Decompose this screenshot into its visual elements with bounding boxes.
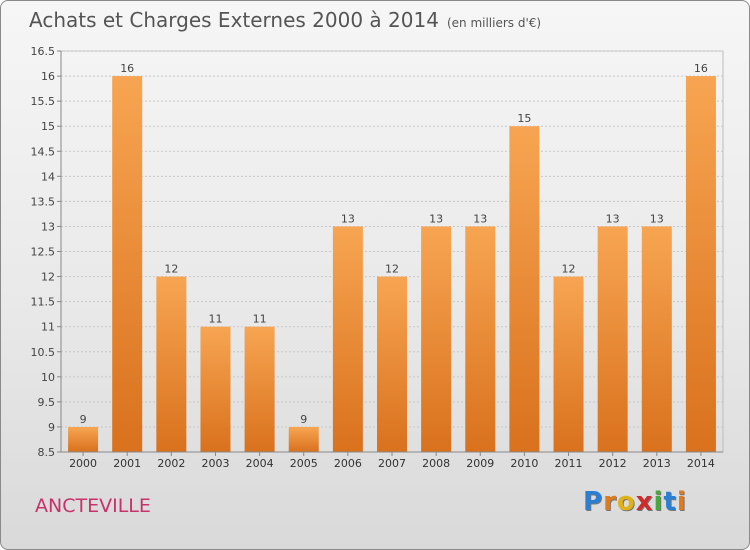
x-tick-label-2004: 2004 bbox=[246, 457, 274, 470]
y-tick-label: 8.5 bbox=[38, 446, 56, 459]
chart-title: Achats et Charges Externes 2000 à 2014 (e… bbox=[29, 8, 541, 32]
x-tick-label-2003: 2003 bbox=[201, 457, 229, 470]
data-label-2013: 13 bbox=[650, 212, 664, 225]
logo-letter: o bbox=[616, 487, 636, 517]
x-tick-label-2014: 2014 bbox=[687, 457, 715, 470]
logo-letter: x bbox=[635, 487, 654, 517]
y-tick-label: 15 bbox=[41, 120, 55, 133]
y-tick-label: 14.5 bbox=[31, 145, 56, 158]
x-tick-label-2009: 2009 bbox=[466, 457, 494, 470]
y-tick-label: 9 bbox=[48, 421, 55, 434]
data-label-2010: 15 bbox=[517, 112, 531, 125]
y-tick-label: 12.5 bbox=[31, 246, 56, 259]
x-tick-label-2012: 2012 bbox=[599, 457, 627, 470]
bar-2011 bbox=[553, 276, 584, 452]
bars: 9 16 12 11 11 9 13 12 13 13 15 12 13 13 16 bbox=[68, 62, 716, 452]
data-label-2002: 12 bbox=[164, 263, 178, 276]
bar-2009 bbox=[465, 226, 496, 452]
y-tick-label: 11 bbox=[41, 321, 55, 334]
bar-2001 bbox=[112, 76, 143, 452]
y-tick-label: 12 bbox=[41, 271, 55, 284]
x-tick-label-2007: 2007 bbox=[378, 457, 406, 470]
data-label-2005: 9 bbox=[300, 413, 307, 426]
bar-2005 bbox=[288, 426, 319, 452]
data-label-2008: 13 bbox=[429, 212, 443, 225]
bar-2008 bbox=[421, 226, 452, 452]
bar-2007 bbox=[377, 276, 407, 452]
data-label-2004: 11 bbox=[253, 313, 267, 326]
chart-subtitle: (en milliers d'€) bbox=[446, 16, 542, 30]
data-label-2006: 13 bbox=[341, 212, 355, 225]
x-tick-label-2008: 2008 bbox=[422, 457, 450, 470]
bar-2006 bbox=[332, 226, 363, 452]
logo-letter: i bbox=[653, 487, 664, 517]
bar-2003 bbox=[200, 326, 231, 452]
commune-name: ANCTEVILLE bbox=[35, 495, 151, 517]
y-tick-label: 13.5 bbox=[31, 195, 56, 208]
x-tick-label-2010: 2010 bbox=[510, 457, 538, 470]
data-label-2007: 12 bbox=[385, 263, 399, 276]
y-axis: 8.5 9 9.5 10 10.5 11 11.5 12 12.5 13 13.5 14 14.5 15 1… bbox=[31, 45, 62, 459]
bar-2010 bbox=[509, 126, 540, 452]
y-tick-label: 9.5 bbox=[38, 396, 56, 409]
x-axis: 2000 2001 2002 2003 2004 2005 2006 2007 2008 2009… bbox=[61, 451, 723, 470]
data-label-2000: 9 bbox=[80, 413, 87, 426]
x-tick-label-2005: 2005 bbox=[290, 457, 318, 470]
x-tick-label-2001: 2001 bbox=[113, 457, 141, 470]
x-tick-label-2011: 2011 bbox=[555, 457, 583, 470]
bar-2000 bbox=[68, 426, 99, 452]
x-tick-label-2000: 2000 bbox=[69, 457, 97, 470]
y-tick-label: 11.5 bbox=[31, 296, 56, 309]
bar-2004 bbox=[244, 326, 275, 452]
bar-2013 bbox=[641, 226, 672, 452]
logo-letter: t bbox=[663, 487, 677, 517]
data-label-2003: 11 bbox=[208, 313, 222, 326]
logo-letter: i bbox=[676, 487, 687, 517]
x-tick-label-2013: 2013 bbox=[643, 457, 671, 470]
data-label-2012: 13 bbox=[606, 212, 620, 225]
y-tick-label: 13 bbox=[41, 220, 55, 233]
data-label-2011: 12 bbox=[562, 263, 576, 276]
bar-2002 bbox=[156, 276, 187, 452]
y-tick-label: 10.5 bbox=[31, 346, 56, 359]
proxiti-logo: Proxiti bbox=[583, 487, 687, 517]
x-tick-label-2002: 2002 bbox=[157, 457, 185, 470]
y-tick-label: 15.5 bbox=[31, 95, 56, 108]
data-label-2014: 16 bbox=[694, 62, 708, 75]
data-label-2001: 16 bbox=[120, 62, 134, 75]
logo-letter: r bbox=[603, 487, 617, 517]
logo-letter: P bbox=[583, 487, 604, 517]
data-label-2009: 13 bbox=[473, 212, 487, 225]
y-tick-label: 10 bbox=[41, 371, 55, 384]
y-tick-label: 14 bbox=[41, 170, 55, 183]
chart-title-text: Achats et Charges Externes 2000 à 2014 bbox=[29, 8, 439, 32]
x-tick-label-2006: 2006 bbox=[334, 457, 362, 470]
bar-2014 bbox=[685, 76, 716, 452]
bar-2012 bbox=[597, 226, 628, 452]
y-tick-label: 16.5 bbox=[31, 45, 56, 58]
y-tick-label: 16 bbox=[41, 70, 55, 83]
